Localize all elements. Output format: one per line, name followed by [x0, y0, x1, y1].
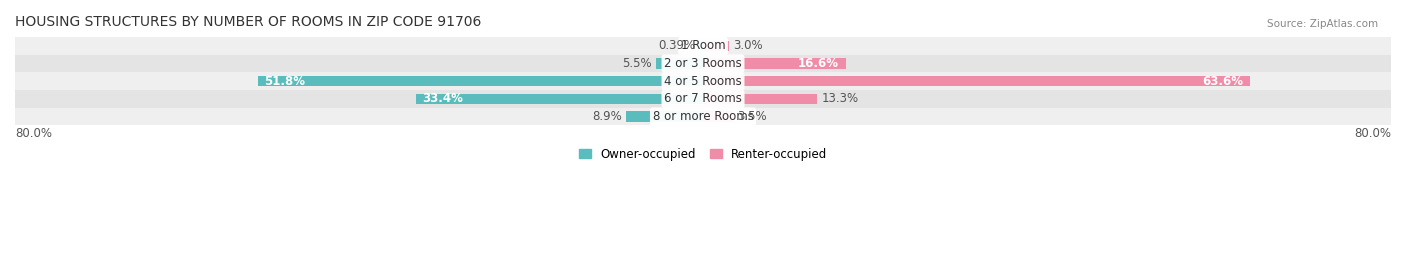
Text: Source: ZipAtlas.com: Source: ZipAtlas.com [1267, 19, 1378, 29]
Text: 3.0%: 3.0% [733, 40, 762, 52]
Bar [703, 76, 1250, 87]
Text: 63.6%: 63.6% [1202, 75, 1243, 88]
Legend: Owner-occupied, Renter-occupied: Owner-occupied, Renter-occupied [574, 143, 832, 165]
Text: 80.0%: 80.0% [15, 127, 52, 140]
Bar [703, 41, 728, 51]
Bar [15, 108, 1391, 125]
Bar [15, 55, 1391, 72]
Bar [703, 58, 846, 69]
Text: 8 or more Rooms: 8 or more Rooms [652, 110, 754, 123]
Text: 3.5%: 3.5% [737, 110, 768, 123]
Bar [15, 72, 1391, 90]
Bar [655, 58, 703, 69]
Text: 8.9%: 8.9% [592, 110, 623, 123]
Text: 80.0%: 80.0% [1354, 127, 1391, 140]
Bar [15, 90, 1391, 108]
Text: 16.6%: 16.6% [797, 57, 839, 70]
Bar [627, 111, 703, 122]
Bar [703, 111, 733, 122]
Text: 4 or 5 Rooms: 4 or 5 Rooms [664, 75, 742, 88]
Bar [15, 37, 1391, 55]
Bar [703, 94, 817, 104]
Text: 1 Room: 1 Room [681, 40, 725, 52]
Text: 6 or 7 Rooms: 6 or 7 Rooms [664, 92, 742, 105]
Bar [700, 41, 703, 51]
Text: 33.4%: 33.4% [423, 92, 464, 105]
Text: 0.39%: 0.39% [658, 40, 696, 52]
Bar [416, 94, 703, 104]
Text: 51.8%: 51.8% [264, 75, 305, 88]
Text: 5.5%: 5.5% [621, 57, 651, 70]
Text: 2 or 3 Rooms: 2 or 3 Rooms [664, 57, 742, 70]
Text: HOUSING STRUCTURES BY NUMBER OF ROOMS IN ZIP CODE 91706: HOUSING STRUCTURES BY NUMBER OF ROOMS IN… [15, 15, 481, 29]
Text: 13.3%: 13.3% [821, 92, 859, 105]
Bar [257, 76, 703, 87]
